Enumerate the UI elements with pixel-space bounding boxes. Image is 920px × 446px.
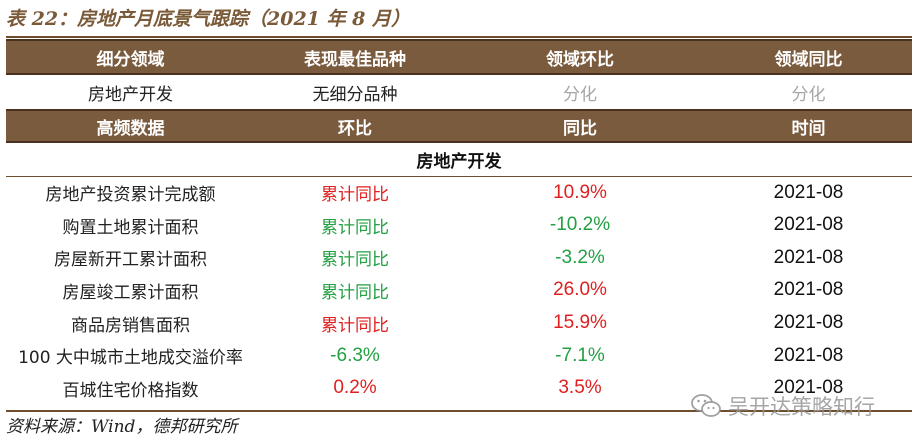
- table-row: 商品房销售面积 累计同比 15.9% 2021-08: [6, 307, 912, 340]
- sector-yoy: 分化: [791, 84, 826, 105]
- indicator-name: 100 大中城市土地成交溢价率: [18, 348, 243, 369]
- indicator-name: 百城住宅价格指数: [62, 380, 199, 401]
- table-row: 房屋新开工累计面积 累计同比 -3.2% 2021-08: [6, 241, 912, 274]
- indicator-name: 房地产投资累计完成额: [45, 185, 216, 206]
- table-row: 购置土地累计面积 累计同比 -10.2% 2021-08: [6, 209, 912, 242]
- mom-value: 累计同比: [321, 185, 389, 206]
- yoy-value: -3.2%: [555, 246, 605, 268]
- table-row: 100 大中城市土地成交溢价率 -6.3% -7.1% 2021-08: [6, 339, 912, 372]
- header-cell: 时间: [705, 109, 912, 143]
- header-cell: 环比: [255, 109, 455, 143]
- table-row: 百城住宅价格指数 0.2% 3.5% 2021-08: [6, 372, 912, 405]
- section-title: 房地产开发: [6, 142, 912, 177]
- date-value: 2021-08: [773, 214, 844, 236]
- yoy-value: 10.9%: [553, 181, 607, 203]
- watermark-text: 吴开达策略知行: [728, 395, 875, 419]
- top-rule: [6, 36, 912, 38]
- mom-value: 累计同比: [321, 250, 389, 271]
- mom-value: 累计同比: [321, 282, 389, 303]
- yoy-value: -10.2%: [549, 214, 611, 236]
- source-note: 资料来源：Wind，德邦研究所: [6, 417, 238, 437]
- date-value: 2021-08: [773, 377, 844, 399]
- date-value: 2021-08: [773, 246, 844, 268]
- section-row: 房地产开发: [6, 142, 912, 177]
- date-value: 2021-08: [773, 344, 844, 366]
- sector-row: 房地产开发 无细分品种 分化 分化: [6, 74, 912, 110]
- sentiment-table: 细分领域 表现最佳品种 领域环比 领域同比 房地产开发 无细分品种 分化 分化 …: [6, 39, 912, 405]
- header-cell: 表现最佳品种: [255, 39, 455, 75]
- header-cell: 高频数据: [6, 109, 255, 143]
- sector-mom: 分化: [563, 84, 597, 105]
- mom-value: 0.2%: [333, 377, 377, 399]
- header-row-sectors: 细分领域 表现最佳品种 领域环比 领域同比: [6, 39, 912, 75]
- sector-name: 房地产开发: [88, 84, 173, 105]
- mom-value: 累计同比: [321, 315, 389, 336]
- mom-value: 累计同比: [321, 217, 389, 238]
- yoy-value: 26.0%: [553, 279, 607, 301]
- indicator-name: 商品房销售面积: [71, 315, 190, 336]
- header-cell: 细分领域: [6, 39, 255, 75]
- table-row: 房地产投资累计完成额 累计同比 10.9% 2021-08: [6, 176, 912, 209]
- table-title: 表 22：房地产月底景气跟踪（2021 年 8 月）: [6, 8, 411, 30]
- header-cell: 领域环比: [455, 39, 705, 75]
- bottom-rule: [6, 410, 912, 412]
- yoy-value: 15.9%: [553, 312, 607, 334]
- best-variety: 无细分品种: [312, 84, 398, 105]
- indicator-name: 房屋新开工累计面积: [54, 250, 207, 271]
- header-row-indicators: 高频数据 环比 同比 时间: [6, 109, 912, 143]
- table-row: 房屋竣工累计面积 累计同比 26.0% 2021-08: [6, 274, 912, 307]
- date-value: 2021-08: [773, 312, 844, 334]
- date-value: 2021-08: [773, 279, 844, 301]
- indicator-name: 房屋竣工累计面积: [62, 282, 199, 303]
- wechat-icon: [691, 394, 721, 417]
- date-value: 2021-08: [773, 181, 844, 203]
- yoy-value: 3.5%: [558, 377, 602, 399]
- header-cell: 领域同比: [705, 39, 912, 75]
- indicator-name: 购置土地累计面积: [62, 217, 199, 238]
- header-cell: 同比: [455, 109, 705, 143]
- watermark: 吴开达策略知行: [690, 389, 875, 423]
- mom-value: -6.3%: [330, 344, 380, 366]
- yoy-value: -7.1%: [555, 344, 605, 366]
